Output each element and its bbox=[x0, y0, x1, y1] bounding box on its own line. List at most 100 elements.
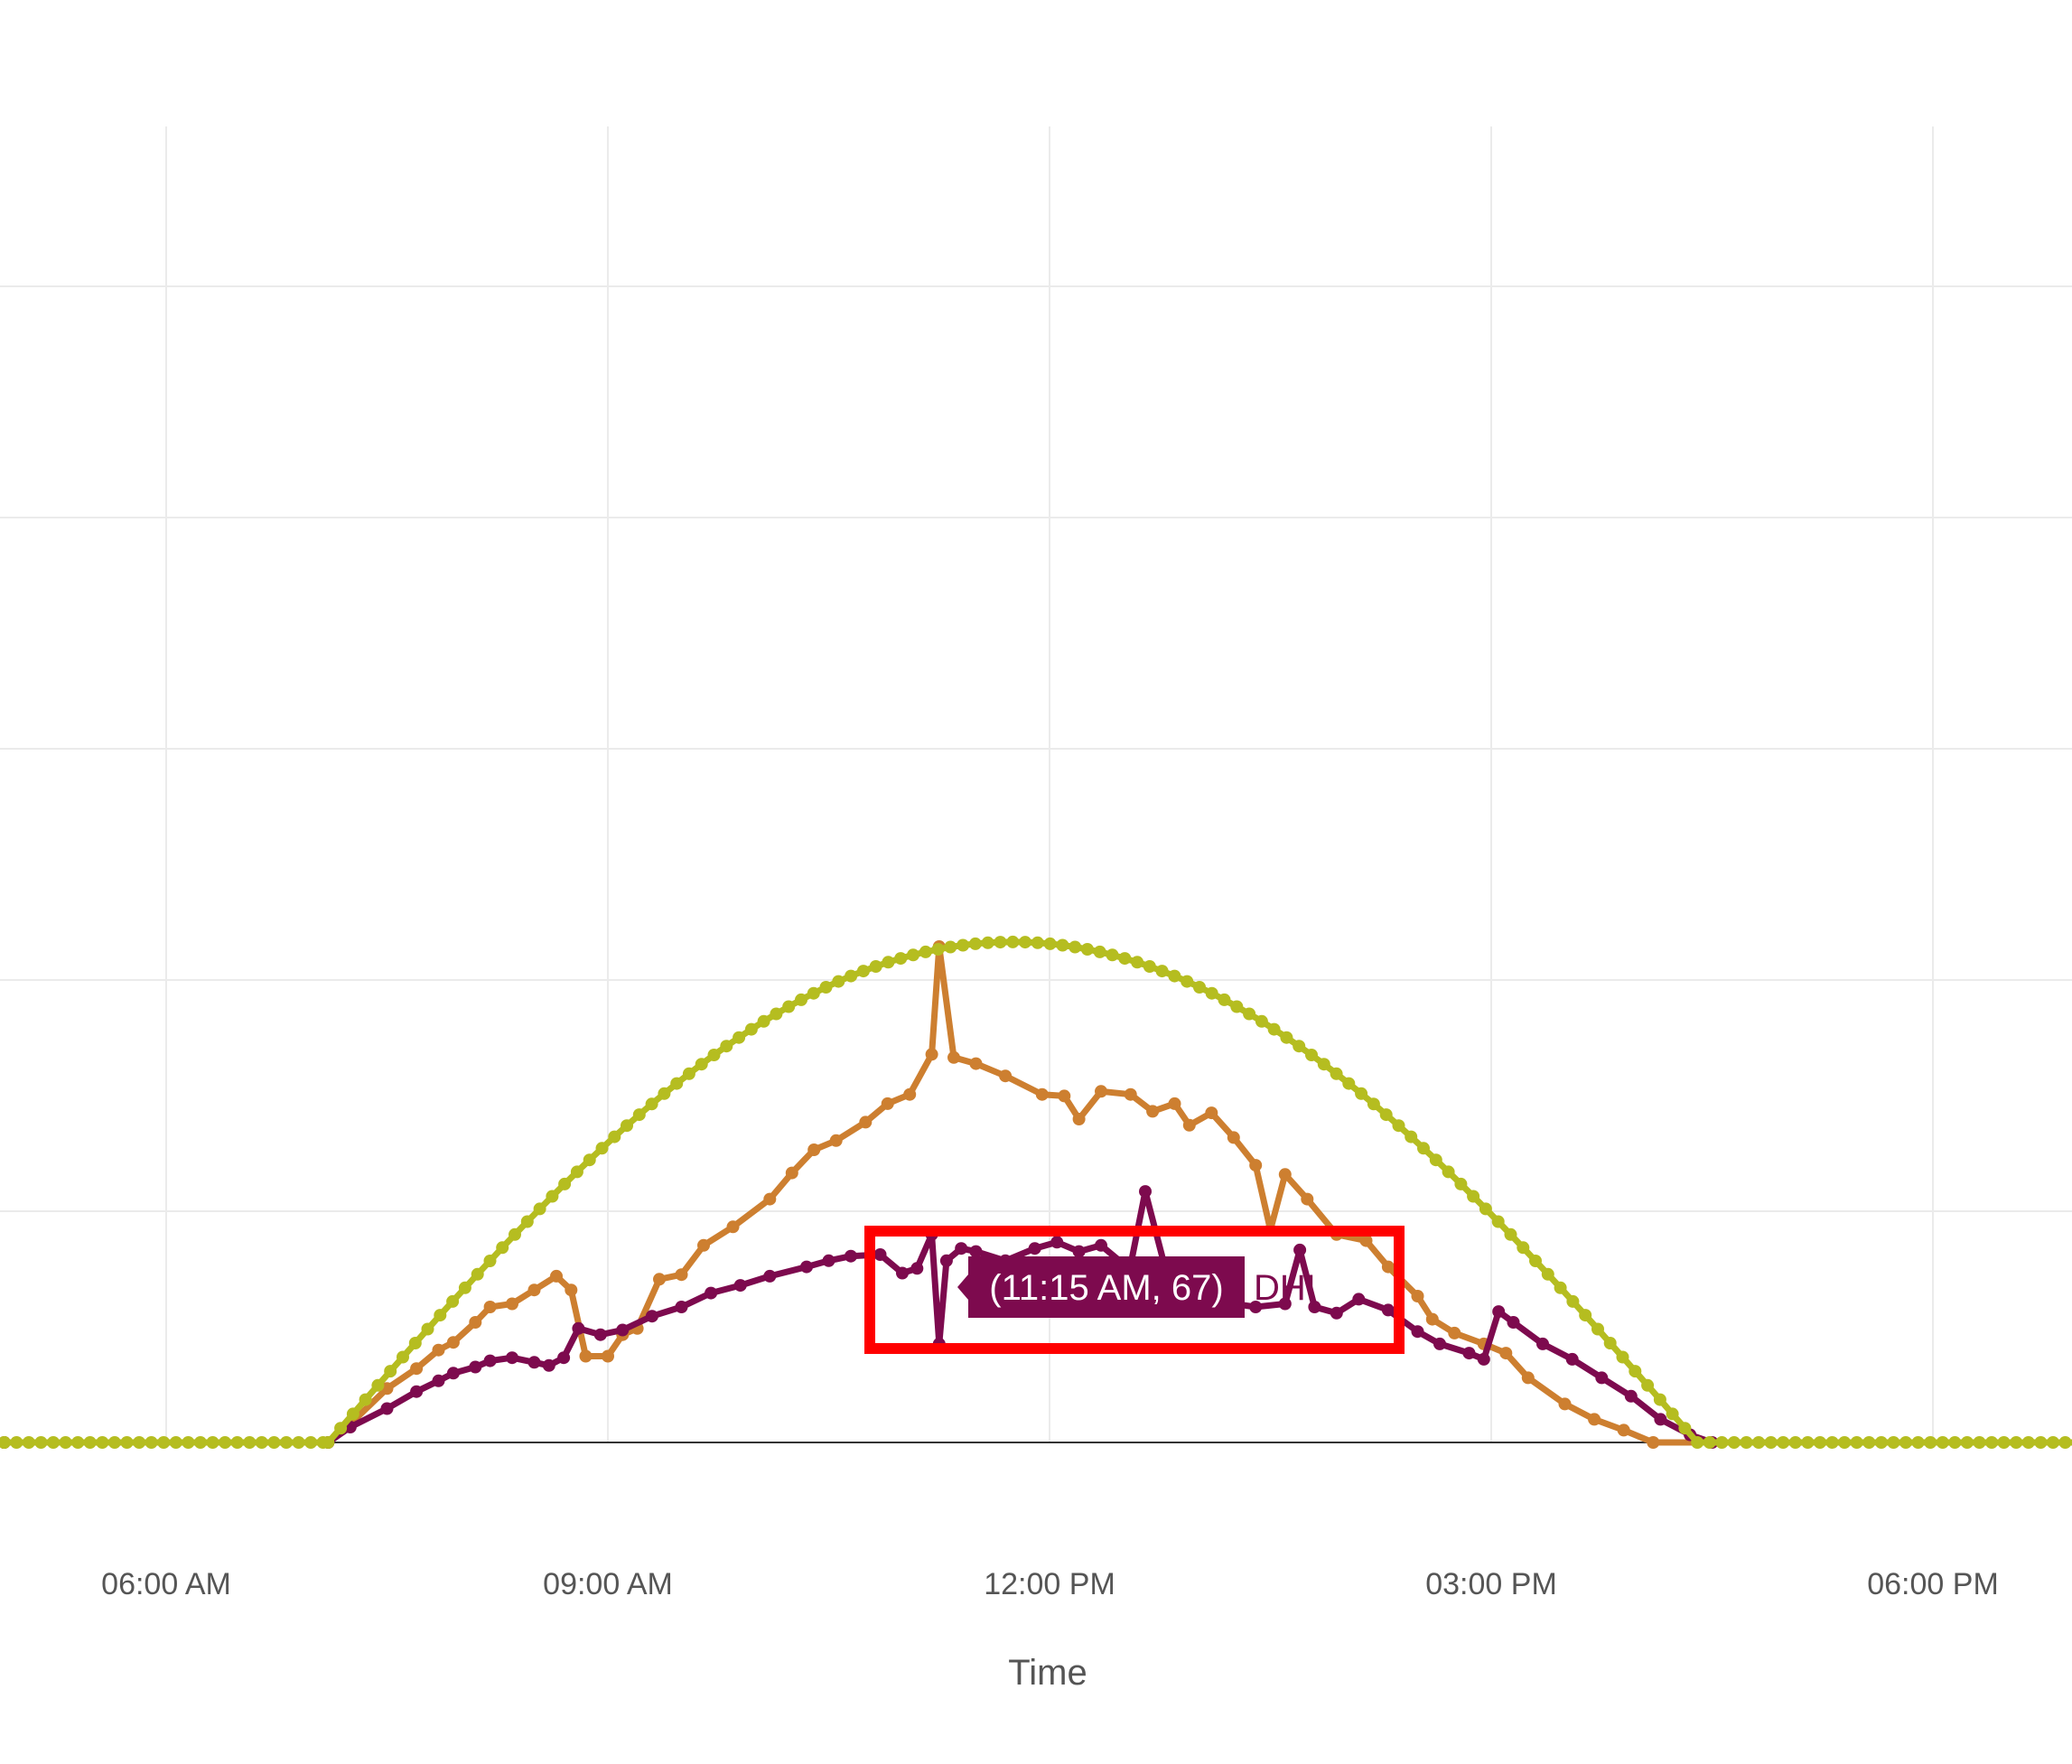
data-point bbox=[593, 1328, 607, 1341]
x-tick-label: 06:00 PM bbox=[1867, 1567, 1999, 1601]
data-point bbox=[1948, 1436, 1962, 1449]
data-point bbox=[1924, 1436, 1937, 1449]
data-point bbox=[384, 1365, 397, 1378]
data-point bbox=[1381, 1303, 1395, 1317]
data-point bbox=[1850, 1436, 1863, 1449]
data-point bbox=[882, 956, 895, 969]
data-point bbox=[1168, 969, 1181, 983]
data-point bbox=[483, 1301, 497, 1313]
data-point bbox=[763, 1269, 777, 1283]
data-point bbox=[509, 1227, 521, 1241]
data-point bbox=[1392, 1119, 1405, 1133]
data-point bbox=[1205, 986, 1218, 1000]
data-point bbox=[785, 1166, 798, 1180]
data-point bbox=[1193, 981, 1206, 994]
data-point bbox=[707, 1049, 721, 1061]
data-point bbox=[1227, 1131, 1240, 1144]
data-point bbox=[469, 1316, 482, 1329]
data-point bbox=[1417, 1142, 1430, 1155]
data-point bbox=[1479, 1202, 1492, 1216]
data-point bbox=[859, 1115, 873, 1129]
data-point bbox=[968, 937, 982, 950]
series-line bbox=[4, 943, 2072, 1446]
data-point bbox=[1411, 1290, 1424, 1302]
data-point bbox=[1181, 975, 1194, 988]
data-point bbox=[483, 1354, 497, 1367]
data-point bbox=[1155, 965, 1169, 978]
data-point bbox=[1752, 1436, 1766, 1449]
data-point bbox=[471, 1267, 484, 1281]
data-point bbox=[1504, 1227, 1517, 1241]
data-point bbox=[550, 1269, 563, 1283]
data-point bbox=[1492, 1305, 1506, 1319]
data-point bbox=[829, 1134, 843, 1147]
data-point bbox=[22, 1436, 35, 1449]
data-point bbox=[1911, 1436, 1925, 1449]
data-point bbox=[2058, 1436, 2072, 1449]
data-point bbox=[763, 1192, 777, 1206]
data-point bbox=[145, 1436, 158, 1449]
data-point bbox=[83, 1436, 97, 1449]
data-point bbox=[1118, 952, 1132, 966]
data-point bbox=[1788, 1436, 1802, 1449]
data-point bbox=[193, 1436, 207, 1449]
data-point bbox=[558, 1177, 572, 1190]
data-point bbox=[757, 1014, 770, 1028]
data-point bbox=[645, 1097, 658, 1111]
data-point bbox=[359, 1393, 372, 1406]
data-point bbox=[483, 1255, 497, 1267]
data-point bbox=[1124, 1087, 1137, 1101]
data-point bbox=[1558, 1397, 1572, 1411]
data-point bbox=[1442, 1165, 1455, 1179]
data-point bbox=[1565, 1352, 1579, 1366]
data-point bbox=[107, 1436, 121, 1449]
data-point bbox=[1541, 1267, 1554, 1281]
data-point bbox=[1330, 1306, 1343, 1320]
data-point bbox=[695, 1058, 708, 1071]
data-point bbox=[595, 1142, 609, 1155]
data-point bbox=[1043, 937, 1057, 950]
data-point bbox=[506, 1297, 518, 1311]
data-point bbox=[744, 1022, 758, 1036]
data-point bbox=[675, 1268, 688, 1282]
data-point bbox=[506, 1351, 518, 1365]
data-point bbox=[1106, 948, 1119, 962]
data-point bbox=[1647, 1436, 1660, 1449]
data-point bbox=[1579, 1309, 1592, 1322]
data-point bbox=[1095, 1238, 1107, 1252]
data-point bbox=[1308, 1301, 1321, 1313]
data-point bbox=[243, 1436, 257, 1449]
series-line bbox=[4, 938, 2072, 1446]
data-point bbox=[782, 1000, 796, 1013]
data-point bbox=[583, 1153, 596, 1167]
data-point bbox=[602, 1349, 614, 1363]
data-point bbox=[1517, 1241, 1530, 1255]
tooltip-value: (11:15 AM, 67) bbox=[989, 1268, 1223, 1308]
data-point bbox=[947, 1050, 960, 1064]
data-point bbox=[1050, 1236, 1064, 1249]
data-point bbox=[2034, 1436, 2048, 1449]
data-point bbox=[304, 1436, 318, 1449]
x-axis-title: Time bbox=[1008, 1653, 1087, 1693]
data-point bbox=[969, 1245, 983, 1258]
data-point bbox=[1433, 1337, 1446, 1350]
data-point bbox=[1653, 1393, 1666, 1406]
data-point bbox=[994, 936, 1007, 949]
data-point bbox=[219, 1436, 232, 1449]
data-point bbox=[410, 1362, 424, 1376]
data-point bbox=[1218, 993, 1231, 1006]
data-point bbox=[653, 1273, 666, 1286]
data-point bbox=[1280, 1031, 1293, 1044]
data-point bbox=[1462, 1347, 1476, 1360]
data-point bbox=[1591, 1322, 1604, 1336]
data-point bbox=[421, 1322, 434, 1336]
data-point bbox=[1205, 1106, 1218, 1120]
data-point bbox=[371, 1378, 385, 1392]
data-point bbox=[546, 1190, 559, 1203]
data-point bbox=[1006, 935, 1020, 948]
data-point bbox=[34, 1436, 48, 1449]
series-layer bbox=[0, 935, 2072, 1449]
data-point bbox=[380, 1402, 394, 1415]
data-point bbox=[1405, 1130, 1418, 1143]
